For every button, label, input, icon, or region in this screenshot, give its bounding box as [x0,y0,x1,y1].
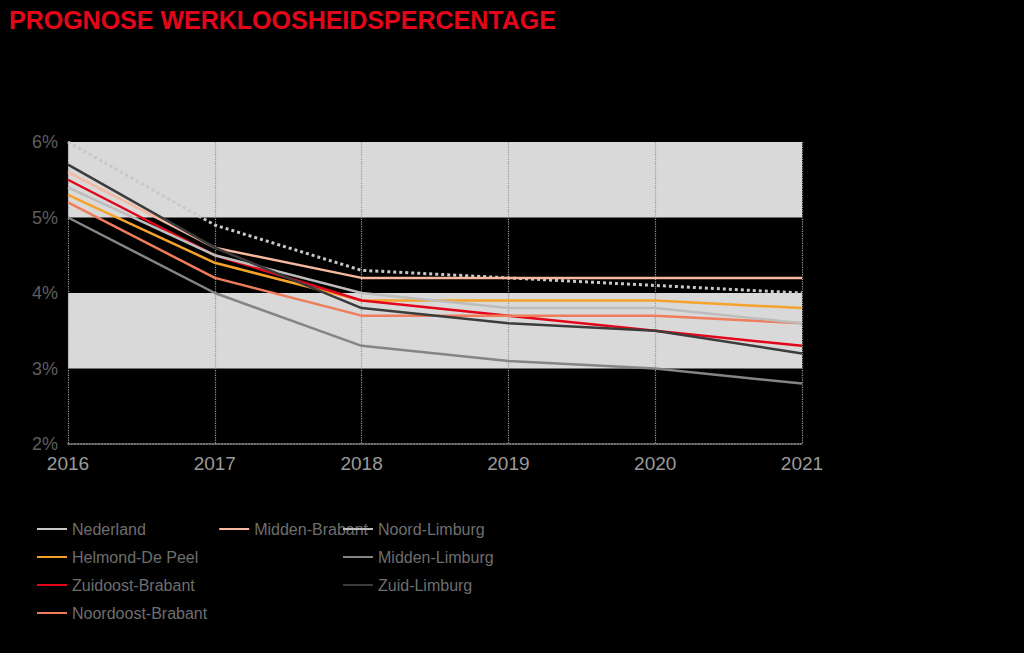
svg-text:Midden-Brabant: Midden-Brabant [254,520,368,538]
svg-text:Noord-Limburg: Noord-Limburg [378,521,485,538]
svg-text:Zuid-Limburg: Zuid-Limburg [378,577,472,594]
svg-text:2016: 2016 [47,453,89,474]
svg-text:2018: 2018 [340,453,382,474]
svg-text:Nederland: Nederland [72,521,146,538]
svg-text:5%: 5% [32,208,58,228]
svg-text:Helmond-De Peel: Helmond-De Peel [72,549,198,566]
svg-text:2017: 2017 [194,453,236,474]
svg-text:6%: 6% [32,132,58,152]
svg-text:2021: 2021 [781,453,823,474]
svg-text:Zuidoost-Brabant: Zuidoost-Brabant [72,577,195,594]
svg-text:Midden-Limburg: Midden-Limburg [378,549,494,566]
svg-text:PROGNOSE WERKLOOSHEIDSPERCENTA: PROGNOSE WERKLOOSHEIDSPERCENTAGE [9,6,556,34]
svg-text:2%: 2% [32,434,58,454]
svg-text:Noordoost-Brabant: Noordoost-Brabant [72,605,208,622]
svg-text:4%: 4% [32,283,58,303]
svg-text:3%: 3% [32,359,58,379]
svg-text:2020: 2020 [634,453,676,474]
svg-text:2019: 2019 [487,453,529,474]
